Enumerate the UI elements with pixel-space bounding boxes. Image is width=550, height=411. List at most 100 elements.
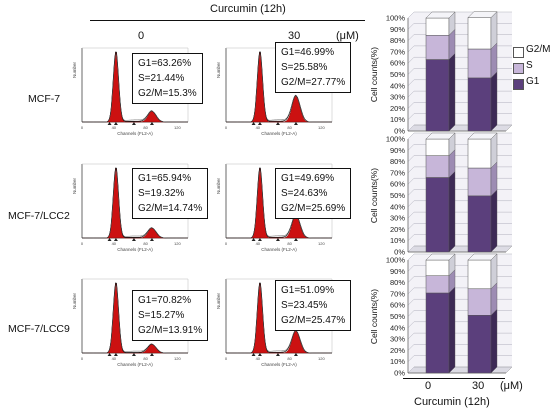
y-tick-label: 100%: [386, 135, 406, 144]
footer-dose-30: 30: [472, 380, 485, 392]
y-tick-label: 30%: [390, 335, 405, 344]
histogram-x-tick-label: 120: [174, 125, 181, 130]
histogram-curve: [82, 54, 188, 123]
histogram-x-axis-label: Channels (FL2-A): [261, 131, 297, 136]
bar-segment-side: [448, 53, 456, 132]
legend-label-g1: G1: [526, 76, 540, 87]
row-label-lcc9: MCF-7/LCC9: [8, 323, 70, 335]
histogram-y-axis-label: Number: [216, 178, 221, 195]
stat-g2m: G2/M=15.3%: [138, 88, 197, 99]
histogram-x-tick-label: 80: [287, 241, 292, 246]
legend-label-g2m: G2/M: [526, 44, 550, 55]
histogram-x-tick-label: 120: [174, 241, 181, 246]
histogram-x-tick-label: 0: [225, 125, 228, 130]
gate-marker: [107, 353, 112, 356]
gridline-diagonal: [407, 265, 415, 272]
histogram-x-axis-label: Channels (FL2-A): [117, 362, 153, 367]
gridline-diagonal: [407, 34, 415, 41]
plot-floor: [407, 366, 513, 374]
gridline-diagonal: [407, 144, 415, 151]
stat-g2m: G2/M=13.91%: [138, 325, 203, 336]
y-tick-label: 80%: [390, 36, 405, 45]
y-tick-label: 10%: [390, 115, 405, 124]
gate-marker: [107, 122, 112, 125]
stat-g1: G1=46.99%: [281, 47, 335, 58]
gridline-diagonal: [407, 45, 415, 53]
stat-g1: G1=70.82%: [138, 295, 192, 306]
bar-segment-g1: [467, 195, 492, 253]
histogram-curve: [226, 54, 332, 123]
legend-label-s: S: [526, 60, 533, 71]
stat-s: S=19.32%: [138, 188, 185, 199]
histogram-y-axis-label: Number: [72, 293, 77, 310]
histogram-x-axis-label: Channels (FL2-A): [261, 247, 297, 252]
histogram-x-tick-label: 40: [256, 241, 261, 246]
gridline-diagonal: [407, 124, 415, 132]
y-tick-label: 80%: [390, 157, 405, 166]
bar-segment-g2m: [425, 259, 450, 276]
gridline-diagonal: [407, 332, 415, 340]
gridline-diagonal: [407, 57, 415, 64]
bar-segment-side: [490, 189, 498, 253]
histogram-x-tick-label: 80: [287, 356, 292, 361]
gridline-diagonal: [407, 234, 415, 241]
histogram-x-tick-label: 40: [256, 356, 261, 361]
gridline-diagonal: [407, 321, 415, 328]
y-tick-label: 40%: [390, 202, 405, 211]
gate-marker: [257, 238, 262, 241]
histogram-panel: 0 40 80 120 Channels (FL2-A) Number: [216, 278, 333, 367]
dose-unit-header: (μM): [336, 30, 359, 42]
gridline-diagonal: [407, 166, 415, 174]
histogram-x-tick-label: 0: [225, 356, 228, 361]
gate-marker: [107, 238, 112, 241]
bar-segment-s: [425, 35, 450, 60]
stat-s: S=23.45%: [281, 300, 328, 311]
y-tick-label: 90%: [390, 267, 405, 276]
y-tick-label: 0%: [394, 369, 405, 378]
stat-g1: G1=65.94%: [138, 173, 192, 184]
bar-segment-g1: [467, 77, 492, 132]
gridline-diagonal: [407, 68, 415, 75]
histogram-x-tick-label: 120: [174, 356, 181, 361]
y-tick-label: 50%: [390, 312, 405, 321]
histogram-x-tick-label: 0: [81, 241, 84, 246]
stats-box-lcc9-30: G1=51.09% S=23.45% G2/M=25.47%: [275, 280, 352, 331]
y-tick-label: 60%: [390, 59, 405, 68]
stat-g2m: G2/M=27.77%: [281, 77, 346, 88]
stat-g1: G1=63.26%: [138, 58, 192, 69]
gate-marker: [113, 122, 118, 125]
gate-marker: [131, 238, 136, 241]
stat-s: S=25.58%: [281, 62, 328, 73]
bar-segment-g2m: [425, 17, 450, 36]
histogram-x-tick-label: 120: [318, 125, 325, 130]
histogram-x-tick-label: 0: [225, 241, 228, 246]
legend-swatch-g1: [513, 79, 524, 90]
footer-treatment: Curcumin (12h): [414, 396, 490, 408]
gridline-diagonal: [407, 79, 415, 86]
bar-segment-s: [425, 155, 450, 178]
gridline-diagonal: [407, 245, 415, 253]
gate-marker: [293, 238, 298, 241]
dose-30-header: 30: [288, 30, 301, 42]
stat-g2m: G2/M=14.74%: [138, 203, 203, 214]
bar-top-face: [425, 11, 456, 19]
histogram-y-axis-label: Number: [216, 293, 221, 310]
gridline-diagonal: [407, 366, 415, 374]
y-tick-label: 90%: [390, 25, 405, 34]
bar-segment-side: [448, 286, 456, 374]
legend-swatch-g2m: [513, 47, 524, 58]
y-tick-label: 10%: [390, 357, 405, 366]
gridline-diagonal: [407, 90, 415, 98]
bar-segment-g1: [425, 177, 450, 253]
stats-box-lcc2-30: G1=49.69% S=24.63% G2/M=25.69%: [275, 168, 352, 219]
histogram-x-axis-label: Channels (FL2-A): [117, 247, 153, 252]
histogram-x-axis-label: Channels (FL2-A): [117, 131, 153, 136]
gridline-diagonal: [407, 178, 415, 185]
gate-marker: [131, 122, 136, 125]
y-tick-label: 100%: [386, 14, 406, 23]
gate-marker: [293, 122, 298, 125]
gate-marker: [251, 122, 256, 125]
stats-box-lcc2-0: G1=65.94% S=19.32% G2/M=14.74%: [132, 168, 209, 219]
gridline-diagonal: [407, 200, 415, 207]
